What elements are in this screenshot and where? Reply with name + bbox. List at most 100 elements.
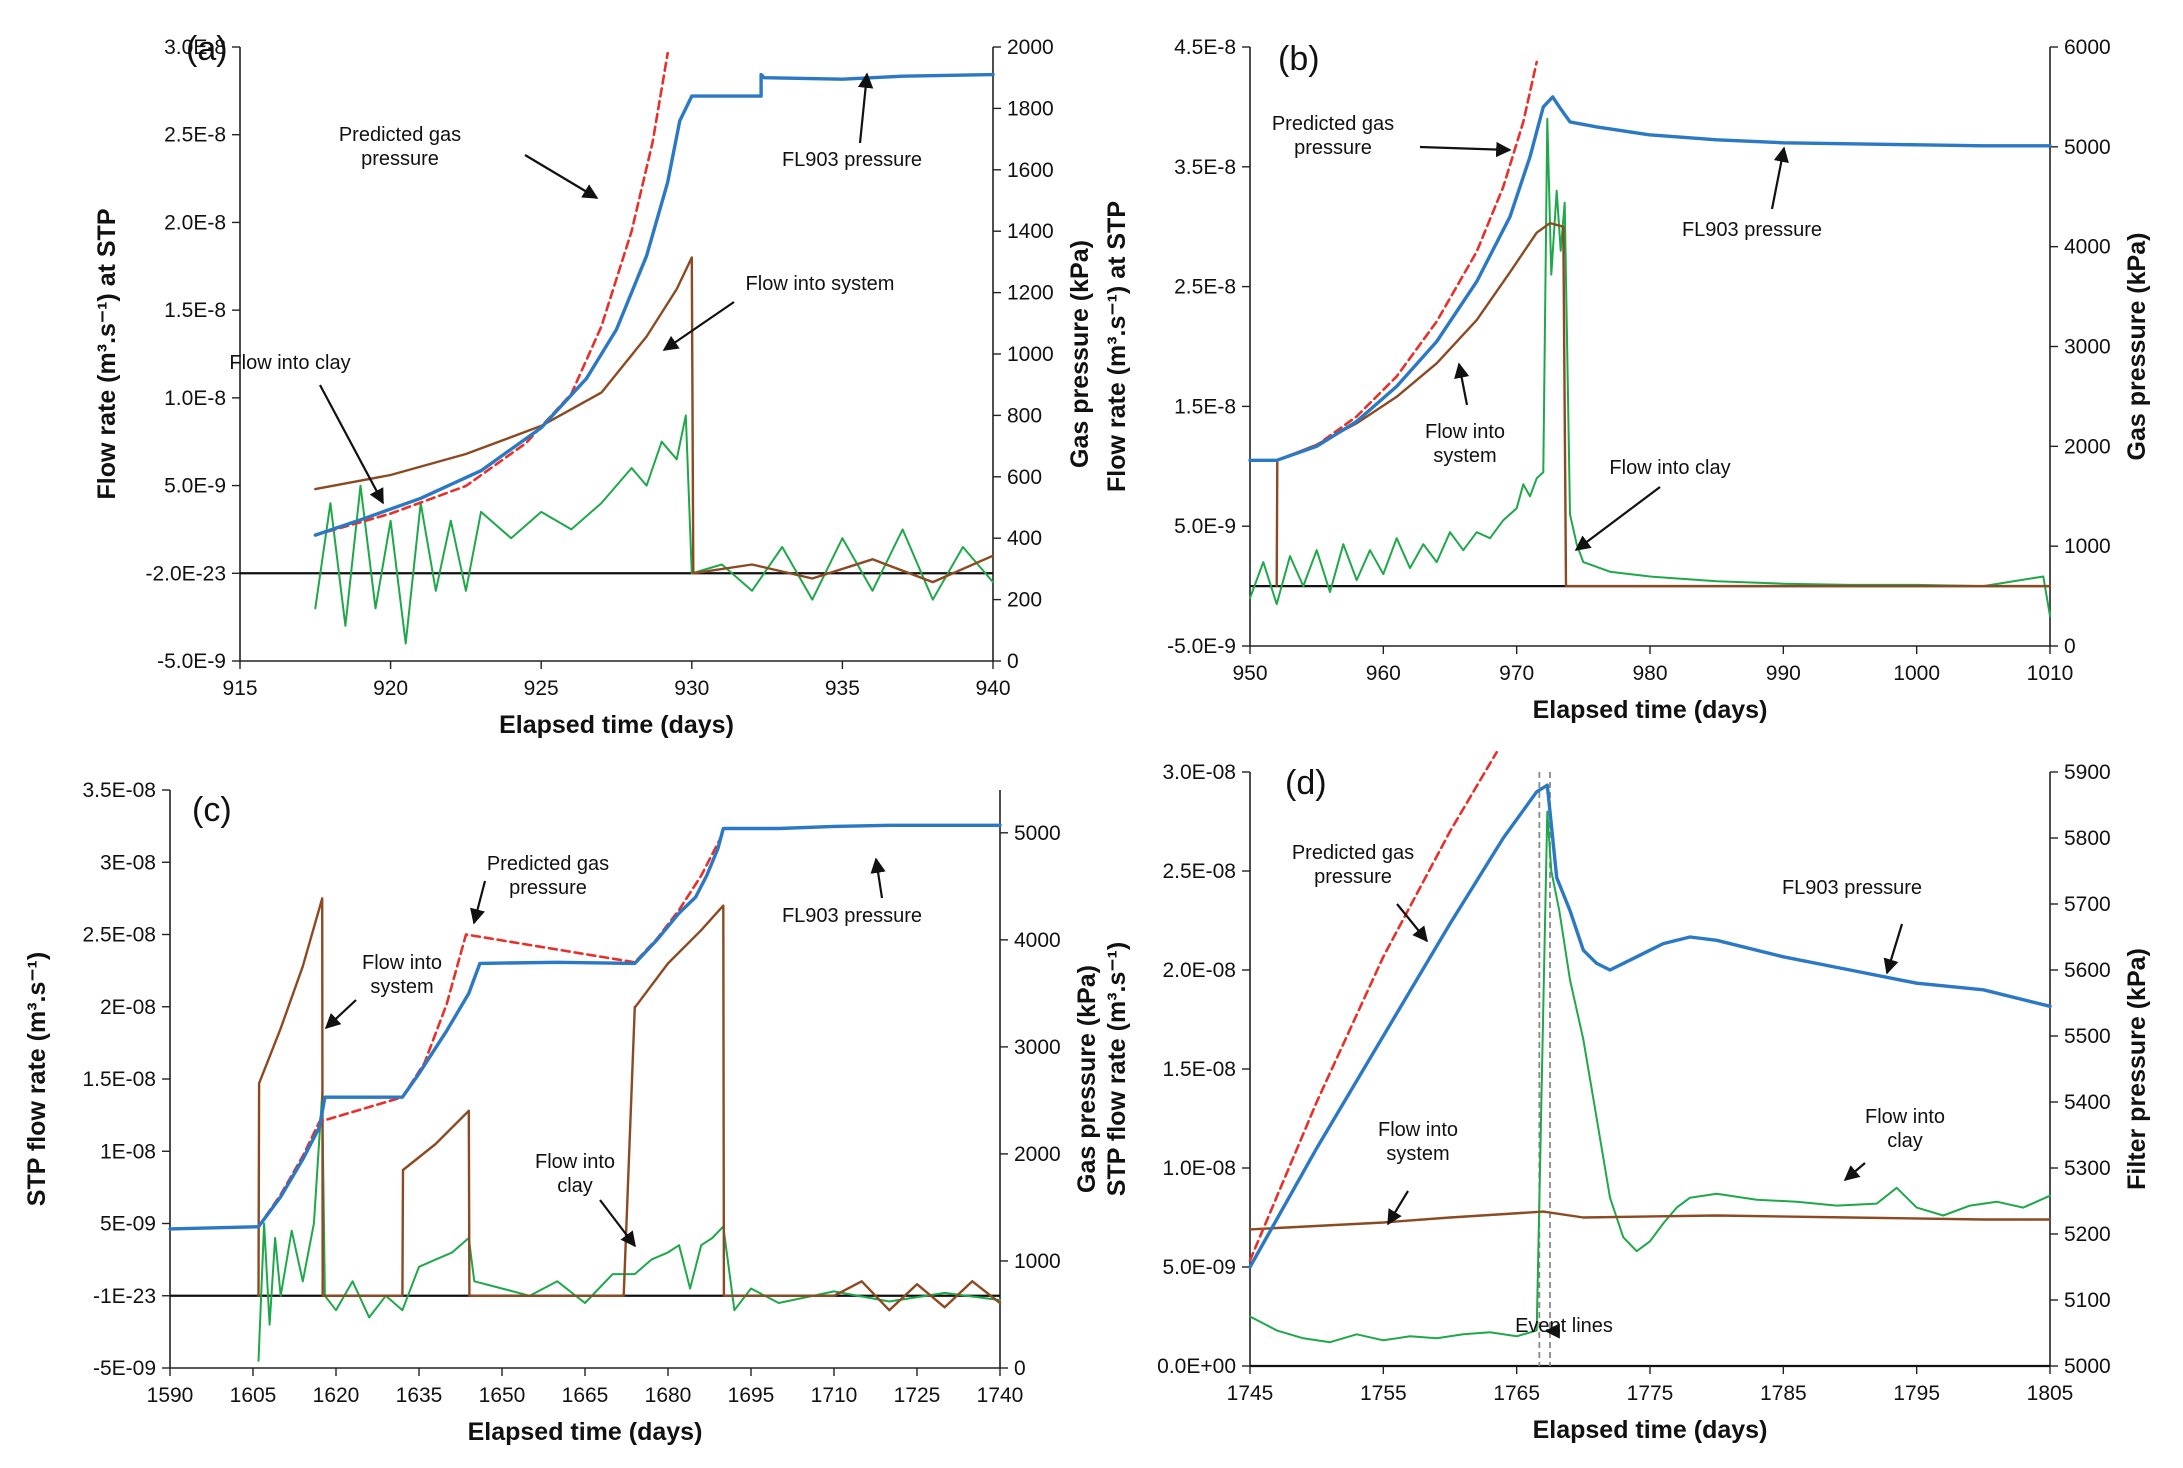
y2-tick-label: 0 bbox=[1014, 1357, 1026, 1380]
y2-axis-title: Gas pressure (kPa) bbox=[1073, 965, 1101, 1193]
x-tick-label: 920 bbox=[373, 677, 408, 700]
x-tick-label: 1695 bbox=[728, 1384, 775, 1407]
annotation-label-predicted-gas-pressure: Predicted gas bbox=[1272, 113, 1394, 135]
annotation-label-flow-into-system: system bbox=[1433, 445, 1496, 467]
x-axis-title: Elapsed time (days) bbox=[1533, 696, 1768, 724]
series-line-flow-into-system bbox=[257, 897, 1002, 1312]
y2-tick-label: 5000 bbox=[2064, 136, 2111, 159]
annotation-label-flow-into-system: Flow into bbox=[1425, 421, 1505, 443]
y-tick-label: 3.5E-08 bbox=[82, 779, 156, 802]
y2-tick-label: 5000 bbox=[2064, 1355, 2111, 1378]
y2-tick-label: 6000 bbox=[2064, 36, 2111, 59]
x-tick-label: 1725 bbox=[894, 1384, 941, 1407]
x-tick-label: 1000 bbox=[1893, 662, 1940, 685]
annotation-arrow-flow-into-system bbox=[1387, 1190, 1409, 1226]
y-tick-label: 2.5E-08 bbox=[1162, 860, 1236, 883]
series-line-predicted-gas-pressure bbox=[1275, 60, 1538, 462]
y-tick-label: 0.0E+00 bbox=[1157, 1355, 1236, 1378]
y-tick-label: -5.0E-9 bbox=[1167, 635, 1236, 658]
annotation-arrow-fl903-pressure bbox=[857, 72, 874, 144]
y-tick-label: -2.0E-23 bbox=[145, 562, 226, 585]
annotation-arrow-flow-into-system bbox=[1454, 362, 1470, 406]
annotation-label-fl903-pressure: FL903 pressure bbox=[782, 905, 922, 927]
series-line-fl903-pressure bbox=[168, 823, 1002, 1231]
x-tick-label: 1665 bbox=[562, 1384, 609, 1407]
annotation-label-flow-into-system: Flow into bbox=[362, 952, 442, 974]
y2-tick-label: 1400 bbox=[1007, 220, 1054, 243]
y-tick-label: 1.5E-8 bbox=[164, 299, 226, 322]
annotation-label-flow-into-system: Flow into bbox=[1378, 1119, 1458, 1141]
y2-tick-label: 1000 bbox=[1014, 1250, 1061, 1273]
x-tick-label: 1740 bbox=[977, 1384, 1024, 1407]
x-tick-label: 1010 bbox=[2027, 662, 2074, 685]
y2-tick-label: 1600 bbox=[1007, 159, 1054, 182]
x-tick-label: 1605 bbox=[230, 1384, 277, 1407]
y2-tick-label: 400 bbox=[1007, 527, 1042, 550]
annotation-label-flow-into-system: Flow into system bbox=[746, 273, 895, 295]
x-tick-label: 1710 bbox=[811, 1384, 858, 1407]
y-tick-label: 1.5E-08 bbox=[1162, 1058, 1236, 1081]
series-line-predicted-gas-pressure bbox=[257, 831, 725, 1228]
x-tick-label: 1620 bbox=[313, 1384, 360, 1407]
y-tick-label: 3.0E-8 bbox=[164, 36, 226, 59]
y2-tick-label: 2000 bbox=[1007, 36, 1054, 59]
y-axis-title: Flow rate (m³.s⁻¹) at STP bbox=[93, 208, 121, 499]
y-axis-title: STP flow rate (m³.s⁻¹) bbox=[1103, 942, 1131, 1196]
annotation-arrow-fl903-pressure bbox=[1883, 923, 1904, 975]
annotation-label-predicted-gas-pressure: Predicted gas bbox=[339, 124, 461, 146]
x-tick-label: 950 bbox=[1232, 662, 1267, 685]
y-tick-label: -1E-23 bbox=[93, 1285, 156, 1308]
y2-tick-label: 5200 bbox=[2064, 1223, 2111, 1246]
annotation-label-flow-into-clay: Flow into clay bbox=[229, 352, 350, 374]
y2-tick-label: 800 bbox=[1007, 404, 1042, 427]
y-tick-label: 5.0E-9 bbox=[164, 475, 226, 498]
x-tick-label: 940 bbox=[975, 677, 1010, 700]
y-tick-label: 2.5E-08 bbox=[82, 924, 156, 947]
annotation-arrow-predicted-gas-pressure bbox=[470, 880, 487, 925]
y2-tick-label: 5700 bbox=[2064, 893, 2111, 916]
y-tick-label: 2.0E-8 bbox=[164, 211, 226, 234]
y2-tick-label: 5900 bbox=[2064, 761, 2111, 784]
series-line-predicted-gas-pressure bbox=[1248, 750, 1498, 1262]
y-tick-label: 1.5E-08 bbox=[82, 1068, 156, 1091]
x-tick-label: 1765 bbox=[1493, 1382, 1540, 1405]
annotation-label-predicted-gas-pressure: pressure bbox=[509, 877, 587, 899]
x-tick-label: 1805 bbox=[2027, 1382, 2074, 1405]
y2-tick-label: 3000 bbox=[2064, 336, 2111, 359]
y-tick-label: -5E-09 bbox=[93, 1357, 156, 1380]
y-tick-label: 2.5E-8 bbox=[164, 124, 226, 147]
x-tick-label: 925 bbox=[524, 677, 559, 700]
x-axis-title: Elapsed time (days) bbox=[468, 1418, 703, 1446]
x-tick-label: 935 bbox=[825, 677, 860, 700]
annotation-label-flow-into-system: system bbox=[1386, 1143, 1449, 1165]
y-tick-label: 1.0E-8 bbox=[164, 387, 226, 410]
x-tick-label: 1795 bbox=[1893, 1382, 1940, 1405]
x-tick-label: 1635 bbox=[396, 1384, 443, 1407]
y-tick-label: 3.0E-08 bbox=[1162, 761, 1236, 784]
y2-tick-label: 3000 bbox=[1014, 1036, 1061, 1059]
annotation-label-predicted-gas-pressure: Predicted gas bbox=[1292, 842, 1414, 864]
annotation-label-flow-into-clay: Flow into bbox=[1865, 1106, 1945, 1128]
annotation-arrow-flow-into-clay bbox=[599, 1199, 636, 1248]
y2-tick-label: 5000 bbox=[1014, 822, 1061, 845]
annotation-arrow-fl903-pressure bbox=[870, 857, 886, 899]
annotation-label-predicted-gas-pressure: Predicted gas bbox=[487, 853, 609, 875]
annotation-arrow-fl903-pressure bbox=[1770, 146, 1789, 210]
series-line-fl903-pressure bbox=[1248, 783, 2052, 1269]
y2-axis-title: Gas pressure (kPa) bbox=[1066, 240, 1094, 468]
y2-tick-label: 600 bbox=[1007, 466, 1042, 489]
panel-label: (c) bbox=[192, 791, 232, 829]
annotation-label-fl903-pressure: FL903 pressure bbox=[1682, 219, 1822, 241]
annotation-arrow-flow-into-system bbox=[662, 301, 735, 351]
x-tick-label: 1590 bbox=[147, 1384, 194, 1407]
y2-tick-label: 2000 bbox=[1014, 1143, 1061, 1166]
y-tick-label: 2.5E-8 bbox=[1174, 276, 1236, 299]
y2-tick-label: 2000 bbox=[2064, 435, 2111, 458]
annotation-arrow-predicted-gas-pressure bbox=[1396, 903, 1428, 943]
annotation-label-fl903-pressure: FL903 pressure bbox=[782, 149, 922, 171]
annotation-arrow-predicted-gas-pressure bbox=[1419, 141, 1512, 158]
y-tick-label: 1E-08 bbox=[100, 1140, 156, 1163]
annotation-arrow-predicted-gas-pressure bbox=[524, 154, 599, 199]
y2-tick-label: 5800 bbox=[2064, 827, 2111, 850]
